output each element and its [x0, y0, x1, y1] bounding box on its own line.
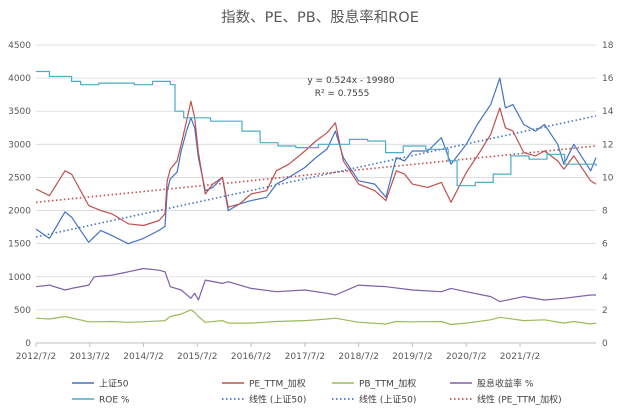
y-left-tick-label: 1500 — [8, 240, 31, 250]
y-right-tick-label: 10 — [602, 173, 614, 183]
legend-label: 股息收益率 % — [477, 378, 534, 390]
series-lines — [35, 70, 597, 326]
trend-r2: R² = 0.7555 — [315, 89, 370, 99]
y-left-tick-label: 0 — [25, 339, 31, 349]
series-line-series — [35, 267, 596, 303]
trend-equation: y = 0.524x - 19980 — [307, 76, 395, 86]
y-right-tick-label: 2 — [602, 306, 608, 316]
y-left-tick-label: 3500 — [8, 107, 31, 117]
x-tick-label: 2021/7/2 — [500, 352, 540, 362]
y-left-tick-label: 2000 — [8, 207, 31, 217]
y-left-tick-label: 2500 — [8, 173, 31, 183]
trendline-sz50 — [35, 115, 597, 238]
y-left-tick-label: 4500 — [8, 41, 31, 51]
x-tick-label: 2013/7/2 — [70, 352, 110, 362]
legend-label: 线性 (PE_TTM_加权) — [477, 394, 562, 406]
x-tick-label: 2020/7/2 — [446, 352, 486, 362]
x-tick-label: 2016/7/2 — [231, 352, 271, 362]
series-line-pe-ttm — [35, 100, 597, 227]
legend-label: 线性 (上证50) — [359, 394, 416, 406]
y-right-tick-label: 12 — [602, 140, 613, 150]
legend-label: PB_TTM_加权 — [359, 378, 416, 390]
y-right-tick-label: 8 — [602, 207, 608, 217]
legend-label: 上证50 — [99, 379, 129, 390]
trendlines — [35, 115, 597, 238]
legend-label: ROE % — [99, 396, 130, 406]
x-tick-label: 2017/7/2 — [285, 352, 325, 362]
y-left-tick-label: 4000 — [8, 74, 31, 84]
chart-title: 指数、PE、PB、股息率和ROE — [221, 9, 419, 26]
series-line-pb-ttm — [35, 309, 597, 326]
y-right-tick-label: 14 — [602, 107, 614, 117]
x-tick-label: 2014/7/2 — [123, 352, 163, 362]
y-right-tick-label: 16 — [602, 74, 614, 84]
y-right-tick-label: 18 — [602, 41, 614, 51]
legend-label: 线性 (上证50) — [249, 394, 306, 406]
y-right-tick-label: 4 — [602, 273, 608, 283]
x-tick-label: 2015/7/2 — [177, 352, 217, 362]
legend: 上证50 PE_TTM_加权 PB_TTM_加权 股息收益率 % ROE % 线性 (上证… — [72, 378, 562, 406]
series-line-sz50 — [35, 77, 597, 245]
x-tick-label: 2019/7/2 — [392, 352, 432, 362]
x-tick-label: 2012/7/2 — [16, 352, 56, 362]
y-left-tick-label: 500 — [14, 306, 31, 316]
x-tick-label: 2018/7/2 — [338, 352, 378, 362]
y-left-tick-label: 1000 — [8, 273, 31, 283]
axes: 0 500 1000 1500 2000 2500 3000 3500 4000 4500 0 2 4 6… — [8, 41, 614, 362]
trendline-pe-ttm — [35, 145, 597, 204]
y-left-tick-label: 3000 — [8, 140, 31, 150]
legend-label: PE_TTM_加权 — [249, 378, 306, 390]
y-right-tick-label: 6 — [602, 240, 608, 250]
series-line-roe — [36, 70, 597, 187]
y-right-tick-label: 0 — [602, 339, 608, 349]
